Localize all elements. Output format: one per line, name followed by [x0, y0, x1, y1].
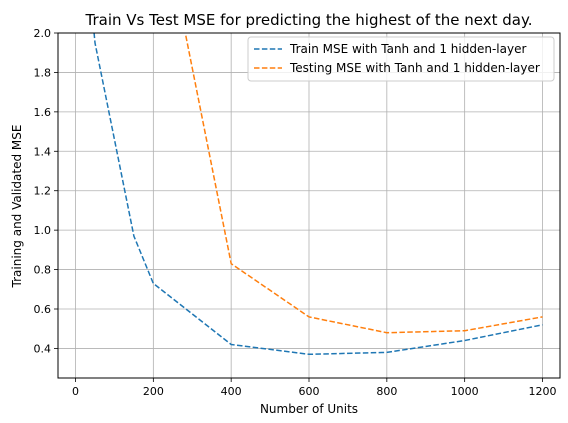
y-axis: 0.4 0.6 0.8 1.0 1.2 1.4 1.6 1.8 2.0	[34, 27, 58, 355]
y-tick-label: 0.4	[34, 342, 52, 355]
x-tick-label: 800	[376, 385, 397, 398]
y-tick-label: 1.0	[34, 224, 52, 237]
chart-title: Train Vs Test MSE for predicting the hig…	[85, 11, 533, 29]
y-tick-label: 1.4	[34, 145, 52, 158]
x-tick-label: 1200	[528, 385, 556, 398]
y-tick-label: 0.8	[34, 264, 52, 277]
legend-label-test: Testing MSE with Tanh and 1 hidden-layer	[289, 61, 540, 75]
y-tick-label: 0.6	[34, 303, 52, 316]
grid	[58, 32, 560, 378]
x-axis-label: Number of Units	[260, 402, 358, 416]
legend: Train MSE with Tanh and 1 hidden-layer T…	[247, 36, 555, 82]
y-tick-label: 1.8	[34, 66, 52, 79]
series-line-train	[93, 33, 543, 356]
legend-label-train: Train MSE with Tanh and 1 hidden-layer	[289, 42, 526, 56]
y-tick-label: 1.2	[34, 185, 52, 198]
x-tick-label: 0	[72, 385, 79, 398]
legend-box	[247, 36, 555, 82]
series-layer	[93, 33, 543, 356]
y-axis-label: Training and Validated MSE	[10, 125, 24, 289]
y-tick-label: 1.6	[34, 106, 52, 119]
y-tick-label: 2.0	[34, 27, 52, 40]
x-tick-label: 1000	[451, 385, 479, 398]
x-axis: 0 200 400 600 800 1000 1200	[72, 378, 556, 398]
x-tick-label: 400	[221, 385, 242, 398]
series-line-test	[184, 33, 543, 334]
x-tick-label: 600	[299, 385, 320, 398]
x-tick-label: 200	[143, 385, 164, 398]
